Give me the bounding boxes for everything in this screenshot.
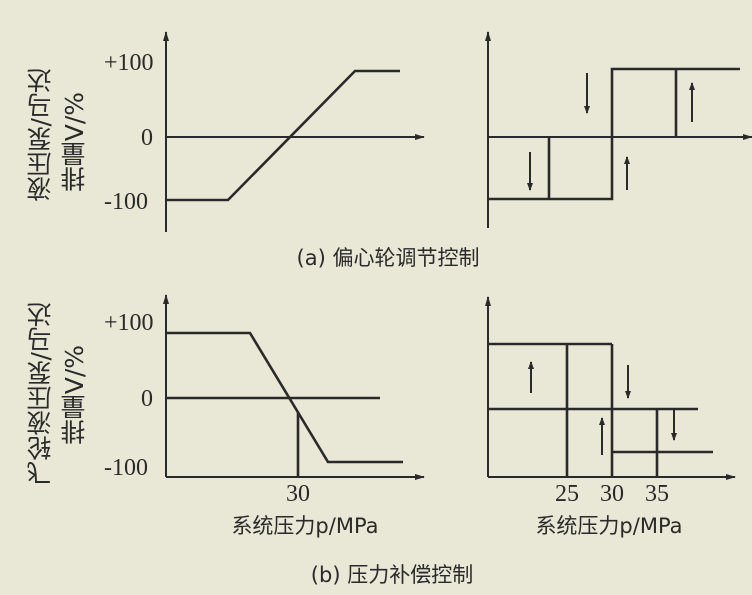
x-tick-30: 30	[286, 481, 310, 507]
displacement-curve	[166, 331, 403, 464]
caption-b: (b) 压力补偿控制	[310, 563, 474, 587]
chart-a-left	[163, 31, 425, 232]
x-tick-35: 35	[645, 481, 669, 507]
chart-a-right	[485, 31, 752, 228]
y-tick-plus100: +100	[104, 310, 154, 336]
x-axis-label-right: 系统压力p/MPa	[535, 514, 683, 538]
chart-b-right	[485, 296, 736, 480]
hysteresis-curve	[488, 67, 740, 201]
y-tick-0: 0	[141, 125, 153, 151]
x-tick-30: 30	[600, 481, 624, 507]
chart-b-left	[163, 294, 425, 480]
y-axis-label-line2: 排量V/%	[60, 345, 89, 445]
y-tick-minus100: -100	[104, 455, 148, 481]
y-axis-label-line2: 排量V/%	[60, 92, 89, 192]
y-tick-minus100: -100	[104, 189, 148, 215]
x-axis-label-left: 系统压力p/MPa	[231, 514, 379, 538]
y-tick-plus100: +100	[104, 50, 154, 76]
caption-a: (a) 偏心轮调节控制	[296, 246, 480, 270]
displacement-curve	[166, 69, 400, 202]
x-tick-25: 25	[555, 481, 579, 507]
y-axis-label-line1: 液压泵/马达	[26, 68, 55, 202]
y-axis-label-line1: 飞轮液压泵/马达	[26, 302, 55, 486]
y-tick-0: 0	[141, 386, 153, 412]
